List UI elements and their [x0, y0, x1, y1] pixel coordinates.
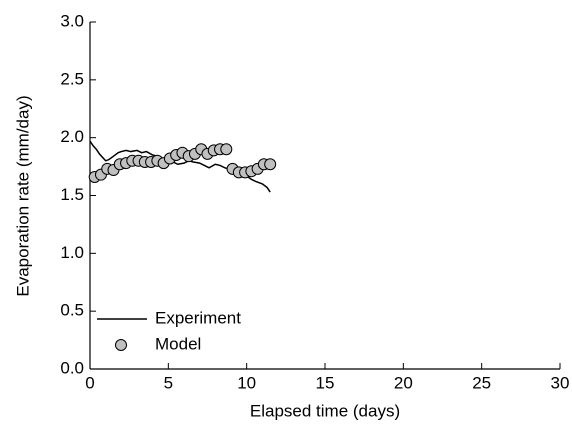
x-tick-label: 15	[316, 373, 335, 392]
y-axis-label: Evaporation rate (mm/day)	[13, 95, 32, 296]
x-tick-label: 10	[237, 373, 256, 392]
x-tick-label: 0	[85, 373, 94, 392]
legend-marker	[115, 339, 127, 351]
y-tick-label: 1.5	[60, 185, 84, 204]
y-tick-label: 0.0	[60, 358, 84, 377]
y-tick-label: 1.0	[60, 243, 84, 262]
y-tick-label: 3.0	[60, 11, 84, 30]
legend-label: Model	[155, 334, 201, 353]
model-point	[220, 143, 233, 156]
y-tick-label: 2.5	[60, 69, 84, 88]
x-axis-label: Elapsed time (days)	[250, 401, 400, 420]
y-tick-label: 2.0	[60, 127, 84, 146]
model-point	[264, 158, 277, 171]
y-tick-label: 0.5	[60, 301, 84, 320]
x-tick-label: 25	[472, 373, 491, 392]
x-tick-label: 5	[164, 373, 173, 392]
x-tick-label: 20	[394, 373, 413, 392]
x-tick-label: 30	[551, 373, 570, 392]
legend-label: Experiment	[155, 308, 241, 327]
